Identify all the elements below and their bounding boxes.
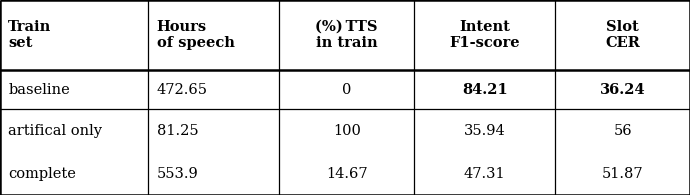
Text: Hours
of speech: Hours of speech: [157, 20, 235, 50]
Text: 35.94: 35.94: [464, 124, 506, 138]
Text: complete: complete: [8, 167, 76, 181]
Text: Slot
CER: Slot CER: [605, 20, 640, 50]
Text: 14.67: 14.67: [326, 167, 368, 181]
Text: 472.65: 472.65: [157, 83, 208, 97]
Text: Train
set: Train set: [8, 20, 52, 50]
Text: artifical only: artifical only: [8, 124, 102, 138]
Text: baseline: baseline: [8, 83, 70, 97]
Text: 36.24: 36.24: [600, 83, 646, 97]
Text: 553.9: 553.9: [157, 167, 199, 181]
Text: 56: 56: [613, 124, 632, 138]
Text: (%) TTS
in train: (%) TTS in train: [315, 20, 378, 50]
Text: 51.87: 51.87: [602, 167, 644, 181]
Text: 0: 0: [342, 83, 351, 97]
Text: 81.25: 81.25: [157, 124, 198, 138]
Text: Intent
F1-score: Intent F1-score: [449, 20, 520, 50]
Text: 100: 100: [333, 124, 361, 138]
Text: 84.21: 84.21: [462, 83, 508, 97]
Text: 47.31: 47.31: [464, 167, 506, 181]
